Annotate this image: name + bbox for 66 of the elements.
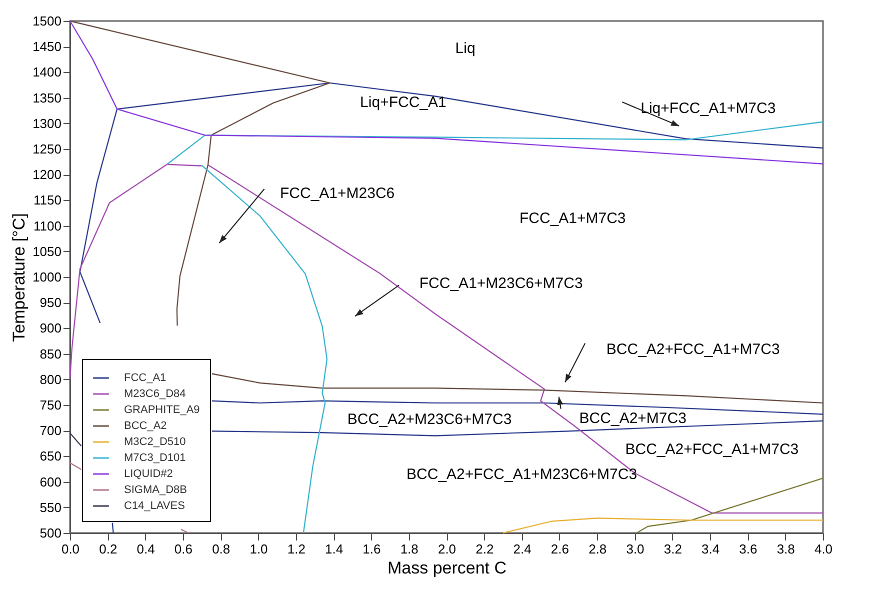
y-tick-label: 1500 [32, 14, 62, 28]
y-tick-label: 1400 [32, 64, 62, 80]
legend-label: SIGMA_D8B [124, 484, 187, 496]
x-tick-label: 0.2 [99, 542, 118, 556]
x-tick-label: 1.6 [362, 542, 381, 556]
annotation: Liq [455, 40, 476, 58]
annotation: BCC_A2+M7C3 [579, 410, 686, 427]
x-tick-label: 4.0 [814, 542, 833, 556]
y-tick-label: 1350 [32, 90, 62, 106]
x-tick-label: 2.2 [476, 542, 494, 556]
legend-label: LIQUID#2 [124, 468, 173, 480]
annotation: BCC_A2+FCC_A1+M7C3 [606, 341, 780, 358]
annotation: BCC_A2+FCC_A1+M7C3 [625, 441, 799, 458]
x-axis-title: Mass percent C [387, 558, 507, 578]
x-tick-label: 1.8 [400, 542, 418, 556]
y-tick-label: 1050 [32, 244, 62, 259]
y-tick-label: 1100 [34, 218, 62, 234]
x-tick-label: 3.0 [626, 542, 644, 556]
y-tick-label: 1250 [32, 142, 62, 156]
x-tick-label: 3.8 [776, 542, 795, 556]
x-tick-label: 3.4 [702, 542, 720, 556]
y-tick-label: 500 [40, 526, 62, 540]
legend-label: C14_LAVES [124, 500, 185, 512]
legend-label: M3C2_D510 [124, 436, 186, 448]
annotation: BCC_A2+FCC_A1+M23C6+M7C3 [406, 466, 638, 484]
annotation: FCC_A1+M7C3 [519, 210, 626, 228]
line-series [502, 518, 824, 534]
y-tick-label: 550 [40, 500, 62, 515]
y-tick-label: 1000 [32, 270, 62, 284]
y-tick-label: 650 [40, 448, 62, 464]
x-tick-label: 2.4 [513, 542, 532, 556]
legend-label: GRAPHITE_A9 [124, 404, 200, 416]
annotation: Liq+FCC_A1+M7C3 [640, 100, 776, 118]
y-tick-label: 1450 [32, 39, 62, 54]
x-tick-label: 0.4 [136, 542, 155, 556]
legend-label: M23C6_D84 [124, 388, 186, 400]
y-tick-label: 950 [40, 295, 62, 310]
x-tick-label: 2.8 [588, 542, 607, 556]
x-tick-label: 1.0 [250, 542, 268, 556]
x-tick-label: 3.2 [664, 542, 682, 556]
line-series [636, 478, 824, 534]
x-tick-label: 3.6 [739, 542, 758, 556]
legend-label: BCC_A2 [124, 420, 167, 432]
legend-label: FCC_A1 [124, 372, 166, 384]
annotation: FCC_A1+M23C6+M7C3 [419, 275, 583, 292]
y-tick-label: 750 [40, 398, 62, 412]
y-tick-label: 1200 [32, 167, 62, 182]
x-tick-label: 0.8 [212, 542, 230, 556]
y-tick-label: 850 [40, 346, 62, 362]
x-tick-label: 2.0 [438, 542, 456, 556]
y-tick-label: 900 [40, 320, 62, 336]
y-tick-label: 800 [40, 372, 62, 387]
y-tick-label: 700 [40, 423, 62, 438]
x-tick-label: 1.2 [287, 542, 306, 556]
y-axis-title: Temperature [°C] [10, 213, 29, 342]
y-tick-label: 1150 [34, 192, 62, 208]
legend-label: M7C3_D101 [124, 452, 186, 464]
x-tick-label: 0.0 [61, 542, 80, 556]
y-tick-label: 600 [40, 474, 62, 490]
y-tick-label: 1300 [32, 116, 62, 131]
annotation: BCC_A2+M23C6+M7C3 [347, 410, 512, 428]
annotation: FCC_A1+M23C6 [280, 185, 395, 202]
x-tick-label: 0.6 [174, 542, 192, 556]
annotation: Liq+FCC_A1 [360, 94, 446, 111]
x-tick-label: 2.6 [550, 542, 569, 556]
x-tick-label: 1.4 [325, 542, 344, 556]
